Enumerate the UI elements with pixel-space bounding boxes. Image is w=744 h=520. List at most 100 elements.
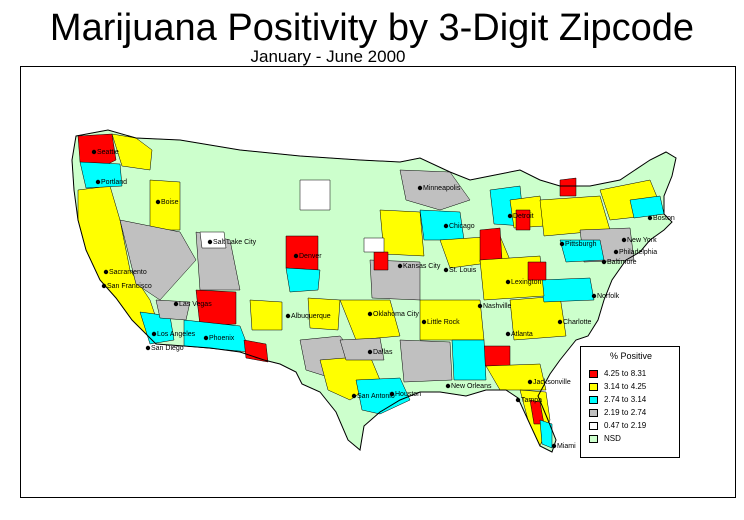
zipcode-region bbox=[307, 297, 341, 331]
legend-label: 2.19 to 2.74 bbox=[604, 408, 647, 417]
city-label: Charlotte bbox=[563, 319, 592, 326]
city-label: St. Louis bbox=[449, 267, 477, 274]
zipcode-region bbox=[243, 339, 269, 363]
city-label: Boise bbox=[161, 199, 179, 206]
city-label: Chicago bbox=[449, 223, 475, 230]
city-dot bbox=[103, 269, 109, 275]
city-label: Salt Lake City bbox=[213, 239, 257, 246]
city-label: Phoenix bbox=[209, 335, 235, 342]
city-label: Las Vegas bbox=[179, 301, 212, 308]
city-label: Pittsburgh bbox=[565, 241, 597, 248]
city-dot bbox=[91, 149, 97, 155]
city-label: Norfolk bbox=[597, 293, 620, 300]
zipcode-region bbox=[527, 261, 547, 281]
city-label: Denver bbox=[299, 253, 322, 260]
zipcode-region bbox=[515, 209, 531, 231]
city-label: New Orleans bbox=[451, 383, 492, 390]
city-label: Albuquerque bbox=[291, 313, 331, 320]
zipcode-region bbox=[539, 277, 595, 303]
zipcode-region bbox=[559, 177, 577, 197]
city-dot bbox=[389, 391, 395, 397]
zipcode-region bbox=[379, 209, 425, 257]
zipcode-region bbox=[451, 339, 487, 381]
city-label: Kansas City bbox=[403, 263, 441, 270]
legend-item: NSD bbox=[589, 434, 621, 444]
zipcode-region bbox=[355, 377, 411, 415]
city-dot bbox=[515, 397, 521, 403]
city-dot bbox=[477, 303, 483, 309]
city-label: Nashville bbox=[483, 303, 512, 310]
legend-swatch bbox=[589, 395, 598, 404]
city-dot bbox=[421, 319, 427, 325]
city-dot bbox=[647, 215, 653, 221]
city-label: Oklahoma City bbox=[373, 311, 419, 318]
city-label: Little Rock bbox=[427, 319, 460, 326]
city-dot bbox=[367, 311, 373, 317]
zipcode-region bbox=[285, 267, 321, 293]
zipcode-regions bbox=[71, 129, 677, 453]
city-dot bbox=[443, 223, 449, 229]
city-dot bbox=[505, 279, 511, 285]
city-dot bbox=[151, 331, 157, 337]
us-outline bbox=[71, 129, 677, 453]
city-dot bbox=[173, 301, 179, 307]
legend-swatch bbox=[589, 369, 598, 378]
legend-title: % Positive bbox=[609, 351, 653, 361]
city-label: Detroit bbox=[513, 213, 534, 220]
zipcode-region bbox=[155, 299, 191, 321]
zipcode-region bbox=[399, 169, 471, 211]
zipcode-region bbox=[79, 161, 123, 189]
zipcode-region bbox=[195, 289, 237, 327]
zipcode-region bbox=[363, 237, 385, 253]
city-dot bbox=[551, 443, 557, 449]
zipcode-region bbox=[339, 299, 401, 341]
city-dot bbox=[621, 237, 627, 243]
legend-swatch bbox=[589, 421, 598, 430]
city-label: San Francisco bbox=[107, 283, 152, 290]
legend-item: 4.25 to 8.31 bbox=[589, 369, 646, 379]
city-label: Atlanta bbox=[511, 331, 533, 338]
zipcode-region bbox=[479, 227, 503, 263]
city-label: Lexington bbox=[511, 279, 541, 286]
city-dot bbox=[367, 349, 373, 355]
zipcode-region bbox=[339, 337, 385, 361]
city-label: San Antonio bbox=[357, 393, 395, 400]
city-dot bbox=[527, 379, 533, 385]
city-label: Seattle bbox=[97, 149, 119, 156]
city-dot bbox=[397, 263, 403, 269]
zipcode-region bbox=[373, 251, 389, 271]
legend-label: 4.25 to 8.31 bbox=[604, 369, 647, 378]
map-frame bbox=[20, 66, 736, 498]
legend-item: 3.14 to 4.25 bbox=[589, 382, 646, 392]
city-label: Portland bbox=[101, 179, 127, 186]
city-label: Jacksonville bbox=[533, 379, 571, 386]
city-dot bbox=[613, 249, 619, 255]
legend-label: 2.74 to 3.14 bbox=[604, 395, 647, 404]
city-dot bbox=[285, 313, 291, 319]
map-subtitle: January - June 2000 bbox=[250, 47, 406, 66]
city-dot bbox=[507, 213, 513, 219]
city-dot bbox=[203, 335, 209, 341]
legend-swatch bbox=[589, 382, 598, 391]
legend-item: 2.19 to 2.74 bbox=[589, 408, 646, 418]
city-label: Dallas bbox=[373, 349, 393, 356]
city-label: Miami bbox=[557, 443, 576, 450]
city-label: Sacramento bbox=[109, 269, 147, 276]
legend-swatch bbox=[589, 434, 598, 443]
city-dot bbox=[505, 331, 511, 337]
city-dot bbox=[293, 253, 299, 259]
city-label: Minneapolis bbox=[423, 185, 461, 192]
legend-label: NSD bbox=[604, 434, 621, 443]
zipcode-region bbox=[249, 299, 283, 331]
city-label: Boston bbox=[653, 215, 675, 222]
city-label: Houston bbox=[395, 391, 421, 398]
city-label: Baltimore bbox=[607, 259, 637, 266]
city-dot bbox=[445, 383, 451, 389]
city-label: Los Angeles bbox=[157, 331, 196, 338]
zipcode-region bbox=[199, 231, 227, 249]
zipcode-region bbox=[119, 219, 197, 301]
zipcode-region bbox=[149, 179, 181, 231]
zipcode-region bbox=[483, 345, 511, 367]
zipcode-region bbox=[299, 179, 331, 211]
